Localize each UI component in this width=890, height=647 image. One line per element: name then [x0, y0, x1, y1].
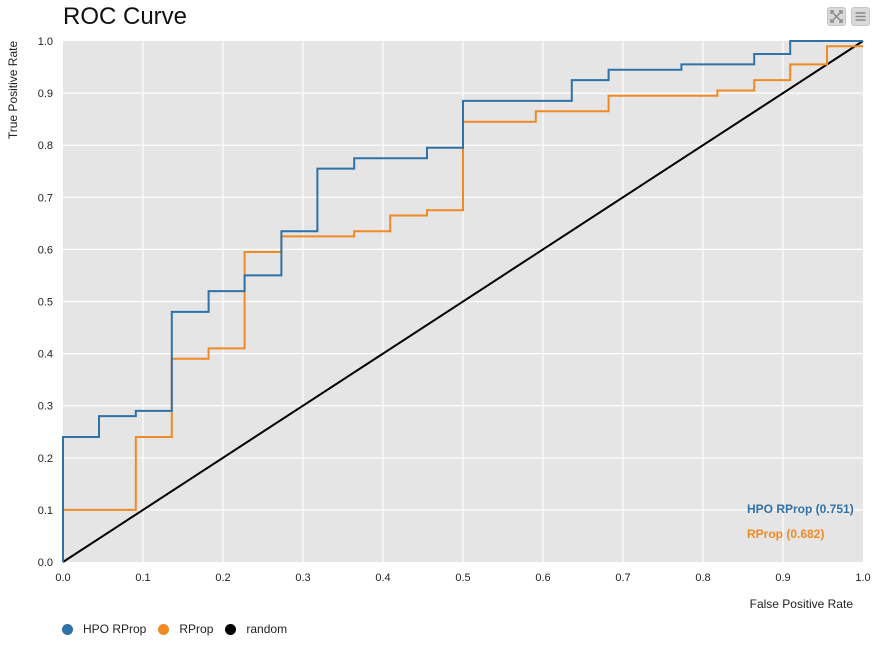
legend-item-random[interactable]: random	[225, 622, 287, 636]
y-tick-label: 0.3	[38, 401, 53, 413]
auc-annotation: HPO RProp (0.751)	[747, 502, 854, 516]
chart-title: ROC Curve	[63, 3, 188, 30]
y-tick-label: 0.0	[38, 557, 53, 569]
y-tick-label: 0.4	[38, 349, 53, 361]
annotations: HPO RProp (0.751) RProp (0.682)	[747, 502, 854, 541]
x-tick-label: 0.3	[295, 572, 310, 584]
y-tick-label: 0.6	[38, 244, 53, 256]
legend-marker	[158, 623, 170, 635]
legend-marker	[225, 623, 237, 635]
x-tick-label: 0.6	[535, 572, 550, 584]
series-line-random[interactable]	[62, 40, 864, 563]
axes: 0.0 0.1 0.2 0.3 0.4 0.5 0.6 0.7 0.8 0.9 1.0 0.0 0.1 0…	[38, 36, 871, 584]
y-tick-label: 0.9	[38, 88, 53, 100]
x-tick-label: 0.0	[55, 572, 70, 584]
legend-item-rprop[interactable]: RProp	[158, 622, 213, 636]
x-tick-label: 0.8	[695, 572, 710, 584]
y-tick-label: 0.1	[38, 505, 53, 517]
x-tick-label: 0.2	[215, 572, 230, 584]
x-tick-label: 1.0	[855, 572, 870, 584]
series-layer	[62, 40, 864, 563]
y-tick-label: 0.5	[38, 297, 53, 309]
legend-label: random	[246, 622, 288, 636]
x-tick-label: 0.7	[615, 572, 630, 584]
fullscreen-button[interactable]	[827, 7, 846, 26]
legend: HPO RProp RProp random	[62, 620, 299, 638]
menu-icon	[855, 12, 866, 21]
chart-menu-button[interactable]	[851, 7, 870, 26]
expand-icon	[830, 10, 843, 23]
legend-item-hpo-rprop[interactable]: HPO RProp	[62, 622, 146, 636]
x-tick-label: 0.9	[775, 572, 790, 584]
series-line-hpo-rprop[interactable]	[62, 40, 863, 562]
legend-marker	[62, 623, 73, 635]
x-axis-label: False Positive Rate	[750, 597, 854, 611]
legend-label: RProp	[179, 622, 214, 636]
y-tick-label: 1.0	[38, 36, 53, 48]
x-tick-label: 0.5	[455, 572, 470, 584]
series-line-rprop[interactable]	[62, 45, 863, 562]
x-tick-label: 0.1	[135, 572, 150, 584]
legend-label: HPO RProp	[83, 622, 147, 636]
y-tick-label: 0.7	[38, 192, 53, 204]
y-axis-label: True Positive Rate	[6, 41, 20, 140]
x-tick-label: 0.4	[375, 572, 390, 584]
y-tick-label: 0.8	[38, 140, 53, 152]
y-tick-label: 0.2	[38, 453, 53, 465]
auc-annotation: RProp (0.682)	[747, 527, 824, 541]
